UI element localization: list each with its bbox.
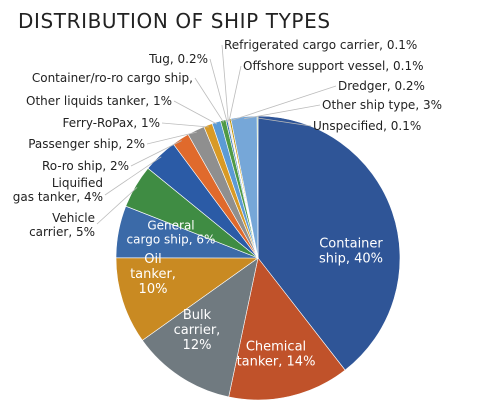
leader-line-dredger	[230, 85, 337, 122]
label-bulk-carrier: Bulk carrier, 12%	[174, 308, 221, 353]
leader-line-refrigerated-cargo-carrier	[221, 44, 229, 122]
label-passenger-ship: Passenger ship, 2%	[28, 137, 145, 151]
slice-container-ship	[257, 115, 401, 371]
leader-line-passenger-ship	[146, 131, 197, 145]
label-tug: Tug, 0.2%	[148, 52, 208, 66]
chart-title: DISTRIBUTION OF SHIP TYPES	[18, 9, 331, 33]
leader-line-liquified-gas-tanker	[104, 156, 162, 196]
leader-line-offshore-support-vessel	[228, 65, 242, 122]
pie-slices	[115, 115, 401, 401]
label-ferry-ropax: Ferry-RoPax, 1%	[63, 116, 160, 130]
label-offshore-support-vessel: Offshore support vessel, 0.1%	[243, 59, 424, 73]
label-dredger: Dredger, 0.2%	[338, 79, 425, 93]
leader-line-tug	[209, 58, 228, 122]
label-container-ship: Container ship, 40%	[319, 237, 383, 267]
leader-line-vehicle-carrier	[96, 187, 138, 225]
label-liquified-gas-tanker: Liquified gas tanker, 4%	[13, 176, 103, 204]
label-chemical-tanker: Chemical tanker, 14%	[237, 340, 316, 370]
label-ro-ro-ship: Ro-ro ship, 2%	[42, 159, 129, 173]
leader-line-other-ship-type	[244, 104, 321, 120]
leader-line-other-liquids-tanker	[173, 100, 218, 125]
label-vehicle-carrier: Vehicle carrier, 5%	[29, 211, 95, 239]
leader-line-ferry-ropax	[161, 122, 209, 128]
slice-bulk-carrier	[141, 257, 259, 398]
label-container-ro-ro-cargo-ship: Container/ro-ro cargo ship,	[32, 71, 193, 85]
slice-chemical-tanker	[228, 257, 346, 401]
label-refrigerated-cargo-carrier: Refrigerated cargo carrier, 0.1%	[224, 38, 417, 52]
label-other-ship-type: Other ship type, 3%	[322, 98, 442, 112]
label-unspecified: Unspecified, 0.1%	[313, 119, 421, 133]
label-general-cargo-ship: General cargo ship, 6%	[127, 219, 216, 247]
label-other-liquids-tanker: Other liquids tanker, 1%	[26, 94, 172, 108]
slice-labels: Container ship, 40% Chemical tanker, 14% Bul…	[13, 38, 442, 370]
label-oil-tanker: Oil tanker, 10%	[130, 252, 176, 297]
leader-line-ro-ro-ship	[130, 140, 182, 167]
slice-oil-tanker	[115, 257, 259, 341]
leader-line-container-ro-ro-cargo-ship	[194, 77, 224, 123]
leader-line-unspecified	[257, 117, 312, 127]
